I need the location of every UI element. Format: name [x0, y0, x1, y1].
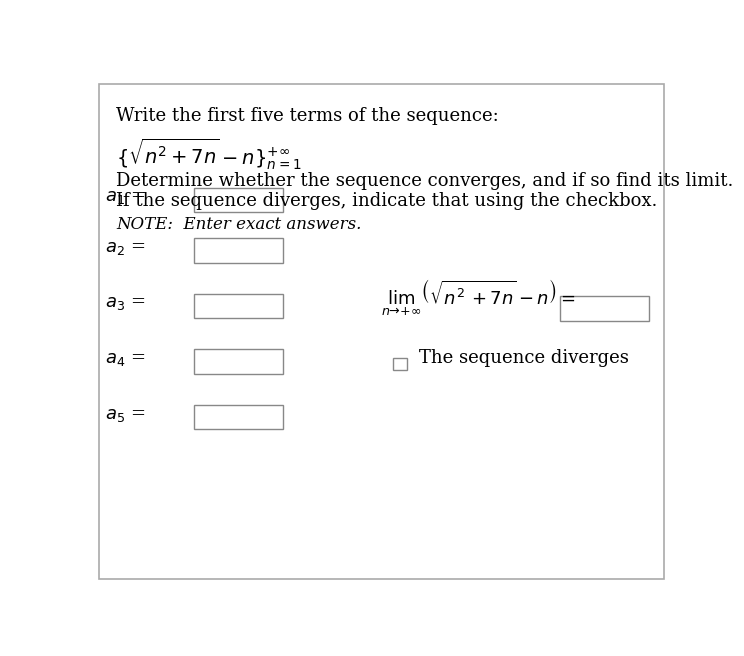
FancyBboxPatch shape: [194, 188, 283, 212]
FancyBboxPatch shape: [393, 358, 407, 371]
Text: $\{\sqrt{n^2 + 7n} - n\}_{n=1}^{+\infty}$: $\{\sqrt{n^2 + 7n} - n\}_{n=1}^{+\infty}…: [116, 137, 301, 173]
FancyBboxPatch shape: [194, 294, 283, 318]
Text: $a_4$ =: $a_4$ =: [104, 350, 145, 368]
Text: The sequence diverges: The sequence diverges: [419, 349, 629, 367]
Text: If the sequence diverges, indicate that using the checkbox.: If the sequence diverges, indicate that …: [116, 192, 658, 211]
Text: NOTE:  Enter exact answers.: NOTE: Enter exact answers.: [116, 216, 362, 233]
FancyBboxPatch shape: [194, 405, 283, 429]
Text: Determine whether the sequence converges, and if so find its limit.: Determine whether the sequence converges…: [116, 172, 734, 190]
FancyBboxPatch shape: [194, 238, 283, 262]
FancyBboxPatch shape: [194, 350, 283, 374]
Text: $a_5$ =: $a_5$ =: [104, 405, 145, 424]
Text: Write the first five terms of the sequence:: Write the first five terms of the sequen…: [116, 106, 498, 125]
Text: $a_3$ =: $a_3$ =: [104, 295, 145, 312]
Text: $a_2$ =: $a_2$ =: [104, 239, 145, 257]
Text: $a_1$ =: $a_1$ =: [104, 188, 145, 207]
FancyBboxPatch shape: [560, 297, 650, 321]
Text: $\lim_{n \to +\infty}\left(\sqrt{n^2 + 7n} - n\right) =$: $\lim_{n \to +\infty}\left(\sqrt{n^2 + 7…: [382, 278, 576, 319]
